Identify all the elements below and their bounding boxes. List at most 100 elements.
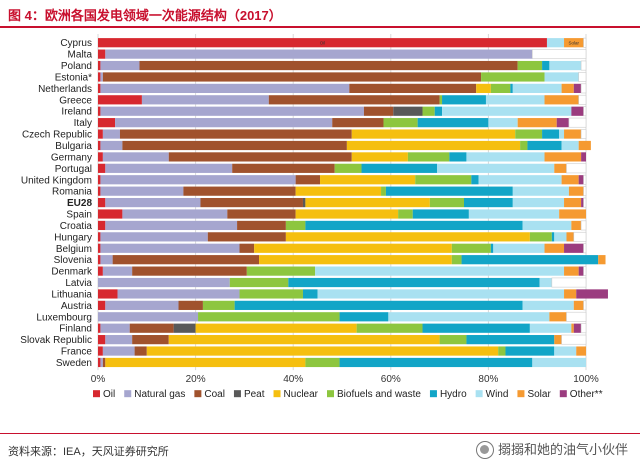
legend-swatch bbox=[124, 390, 132, 398]
bar-segment bbox=[202, 300, 235, 310]
bar-segment bbox=[532, 357, 586, 368]
bar-segment bbox=[385, 186, 513, 196]
bar-remainder bbox=[583, 300, 587, 311]
bar-segment bbox=[512, 83, 562, 93]
bar-segment bbox=[512, 186, 569, 196]
bar-segment bbox=[517, 118, 557, 128]
bar-segment bbox=[476, 83, 491, 93]
bar-segment bbox=[573, 300, 584, 310]
bar-remainder bbox=[532, 49, 587, 60]
category-label: Cyprus bbox=[60, 38, 92, 49]
bar-segment bbox=[407, 152, 450, 162]
bar-segment bbox=[451, 255, 462, 265]
category-label: Belgium bbox=[56, 244, 92, 255]
bar-segment bbox=[551, 232, 555, 242]
bar-segment bbox=[198, 312, 340, 322]
bar-segment bbox=[102, 129, 120, 139]
bar-segment bbox=[527, 140, 562, 151]
bar-segment bbox=[98, 220, 106, 231]
bar-segment bbox=[100, 243, 240, 253]
bar-segment bbox=[561, 175, 579, 185]
bar-segment bbox=[102, 346, 135, 356]
bar-annotation: Oil bbox=[320, 41, 326, 46]
bar-segment bbox=[564, 197, 582, 208]
bar-segment bbox=[139, 60, 518, 71]
bar-remainder bbox=[573, 231, 587, 242]
bar-segment bbox=[268, 95, 440, 105]
bar-segment bbox=[581, 197, 584, 208]
bar-segment bbox=[356, 323, 423, 333]
x-tick-label: 80% bbox=[478, 374, 498, 385]
x-tick-label: 0% bbox=[91, 374, 106, 385]
bar-segment bbox=[98, 266, 103, 276]
bar-segment bbox=[339, 312, 389, 322]
category-label: United Kingdom bbox=[21, 175, 92, 186]
bar-segment bbox=[132, 266, 247, 276]
bar-segment bbox=[98, 60, 101, 71]
bar-segment bbox=[422, 106, 435, 116]
bar-segment bbox=[115, 118, 333, 128]
bar-segment bbox=[449, 152, 467, 162]
bar-segment bbox=[488, 118, 518, 128]
legend-swatch bbox=[327, 390, 334, 398]
bar-segment bbox=[561, 140, 579, 151]
bar-remainder bbox=[583, 266, 587, 277]
bar-segment bbox=[295, 209, 399, 219]
bar-segment bbox=[98, 38, 547, 48]
bar-segment bbox=[100, 186, 184, 196]
bar-segment bbox=[576, 346, 586, 356]
bar-segment bbox=[554, 163, 567, 173]
bar-segment bbox=[578, 140, 591, 151]
bar-segment bbox=[517, 60, 543, 71]
bar-segment bbox=[529, 323, 572, 333]
category-label: Croatia bbox=[60, 221, 93, 232]
bar-segment bbox=[295, 175, 321, 185]
bar-segment bbox=[522, 220, 572, 231]
legend-label: Peat bbox=[244, 389, 265, 400]
watermark: 搦搦和她的油气小伙伴 bbox=[475, 439, 628, 460]
bar-segment bbox=[429, 197, 464, 208]
category-label: Slovenia bbox=[54, 255, 93, 266]
bar-segment bbox=[98, 346, 103, 356]
category-label: Slovak Republic bbox=[20, 335, 92, 346]
bar-remainder bbox=[566, 311, 587, 322]
bar-segment bbox=[100, 106, 364, 116]
bar-segment bbox=[564, 289, 577, 299]
category-label: Bulgaria bbox=[55, 141, 92, 152]
bar-segment bbox=[490, 243, 494, 253]
bar-segment bbox=[566, 232, 574, 242]
bar-segment bbox=[207, 232, 286, 242]
bar-segment bbox=[227, 209, 296, 219]
bar-segment bbox=[105, 335, 133, 345]
bar-segment bbox=[232, 163, 335, 173]
bar-segment bbox=[422, 323, 530, 333]
bar-segment bbox=[546, 38, 565, 48]
bar-segment bbox=[437, 163, 555, 173]
bar-segment bbox=[398, 209, 413, 219]
bar-segment bbox=[559, 129, 565, 139]
bar-segment bbox=[200, 197, 303, 208]
bar-segment bbox=[346, 140, 521, 151]
category-label: Germany bbox=[51, 152, 92, 163]
bar-segment bbox=[564, 38, 584, 48]
category-label: Luxembourg bbox=[36, 312, 92, 323]
bar-segment bbox=[464, 197, 513, 208]
bar-segment bbox=[571, 106, 584, 116]
bar-segment bbox=[468, 209, 560, 219]
bar-segment bbox=[98, 243, 101, 253]
bar-segment bbox=[578, 175, 584, 185]
bar-segment bbox=[485, 95, 545, 105]
category-label: Italy bbox=[74, 118, 92, 129]
bar-segment bbox=[302, 289, 318, 299]
bar-segment bbox=[105, 300, 179, 310]
bar-segment bbox=[434, 106, 443, 116]
bar-segment bbox=[442, 95, 486, 105]
bar-segment bbox=[98, 312, 199, 322]
bar-segment bbox=[259, 255, 452, 265]
bar-segment bbox=[442, 106, 572, 116]
bar-segment bbox=[100, 175, 296, 185]
bar-segment bbox=[98, 300, 106, 310]
legend-label: Natural gas bbox=[134, 389, 185, 400]
category-label: France bbox=[61, 347, 93, 358]
legend-swatch bbox=[194, 390, 202, 398]
